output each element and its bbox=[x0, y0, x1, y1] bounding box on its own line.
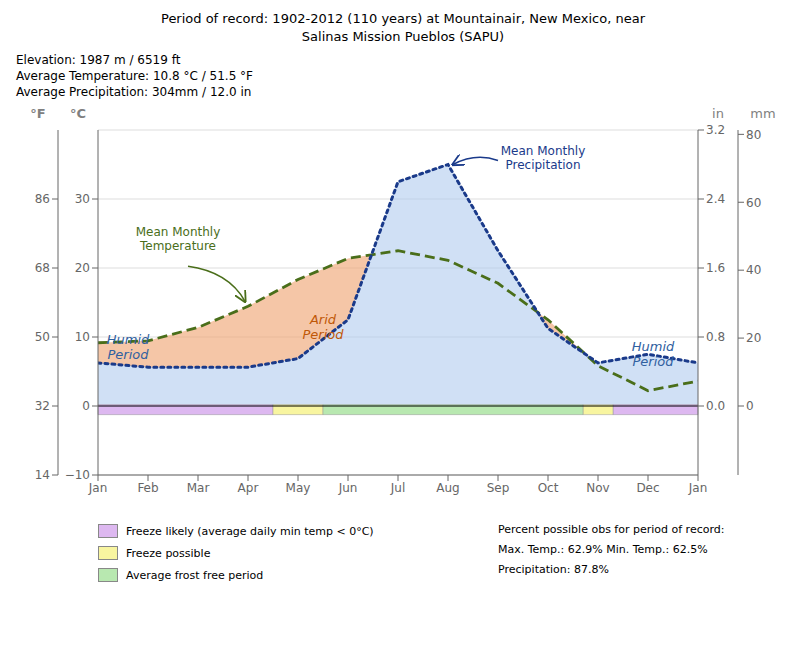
svg-text:1.6: 1.6 bbox=[706, 261, 725, 275]
svg-text:Jul: Jul bbox=[390, 481, 405, 495]
svg-text:°C: °C bbox=[70, 106, 86, 121]
html-text:Humid Period: Humid Period bbox=[631, 339, 675, 370]
svg-text:May: May bbox=[286, 481, 311, 495]
svg-text:Aug: Aug bbox=[436, 481, 459, 495]
svg-text:−10: −10 bbox=[65, 468, 90, 482]
svg-text:Mar: Mar bbox=[187, 481, 210, 495]
html-text:Average frost free period: Average frost free period bbox=[126, 568, 264, 582]
svg-text:0.0: 0.0 bbox=[706, 399, 725, 413]
html-text:Elevation: 1987 m / 6519 ft: Elevation: 1987 m / 6519 ft bbox=[16, 53, 181, 67]
html-text:Period of record: 1902-2012 (1: Period of record: 1902-2012 (110 years) … bbox=[161, 11, 645, 26]
svg-text:Mean MonthlyPrecipitation: Mean MonthlyPrecipitation bbox=[501, 144, 586, 172]
svg-text:40: 40 bbox=[746, 263, 761, 277]
svg-text:mm: mm bbox=[750, 106, 775, 121]
svg-text:Sep: Sep bbox=[487, 481, 510, 495]
svg-text:2.4: 2.4 bbox=[706, 192, 725, 206]
html-text:Freeze possible: Freeze possible bbox=[126, 546, 211, 560]
svg-text:30: 30 bbox=[75, 192, 90, 206]
svg-text:0: 0 bbox=[746, 399, 754, 413]
svg-text:50: 50 bbox=[35, 330, 50, 344]
svg-text:20: 20 bbox=[746, 331, 761, 345]
html-text:Average Precipitation: 304mm /: Average Precipitation: 304mm / 12.0 in bbox=[16, 85, 252, 99]
svg-text:Dec: Dec bbox=[636, 481, 659, 495]
svg-text:Jan: Jan bbox=[688, 481, 708, 495]
svg-text:68: 68 bbox=[35, 261, 50, 275]
svg-text:°F: °F bbox=[30, 106, 45, 121]
svg-text:Jan: Jan bbox=[88, 481, 108, 495]
html-text:Average Temperature: 10.8 °C /: Average Temperature: 10.8 °C / 51.5 °F bbox=[16, 69, 253, 83]
html-text:Salinas Mission Pueblos (SAPU): Salinas Mission Pueblos (SAPU) bbox=[301, 29, 505, 44]
svg-text:Apr: Apr bbox=[238, 481, 259, 495]
html-text:Precipitation: 87.8%: Precipitation: 87.8% bbox=[498, 563, 609, 576]
svg-text:86: 86 bbox=[35, 192, 50, 206]
svg-text:14: 14 bbox=[35, 468, 50, 482]
svg-text:10: 10 bbox=[75, 330, 90, 344]
svg-text:Oct: Oct bbox=[538, 481, 559, 495]
svg-text:Jun: Jun bbox=[338, 481, 358, 495]
svg-text:Mean MonthlyTemperature: Mean MonthlyTemperature bbox=[136, 225, 221, 253]
svg-text:Feb: Feb bbox=[137, 481, 158, 495]
svg-text:Nov: Nov bbox=[586, 481, 609, 495]
html-text:Max. Temp.: 62.9% Min. Temp.:: Max. Temp.: 62.9% Min. Temp.: 62.5% bbox=[498, 543, 708, 556]
svg-text:3.2: 3.2 bbox=[706, 123, 725, 137]
html-text:Percent possible obs for perio: Percent possible obs for period of recor… bbox=[498, 523, 725, 536]
html-text:Humid Period: Humid Period bbox=[106, 332, 150, 363]
html-text:Arid Period: Arid Period bbox=[302, 311, 344, 342]
html-text:Freeze likely (average daily m: Freeze likely (average daily min temp < … bbox=[126, 524, 374, 538]
svg-text:20: 20 bbox=[75, 261, 90, 275]
svg-text:60: 60 bbox=[746, 196, 761, 210]
svg-text:0: 0 bbox=[82, 399, 90, 413]
svg-text:in: in bbox=[712, 106, 724, 121]
svg-text:80: 80 bbox=[746, 128, 761, 142]
svg-text:32: 32 bbox=[35, 399, 50, 413]
svg-text:0.8: 0.8 bbox=[706, 330, 725, 344]
